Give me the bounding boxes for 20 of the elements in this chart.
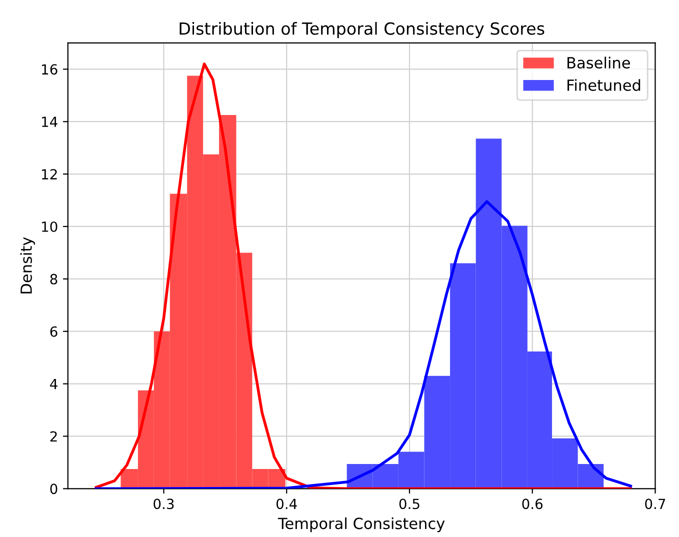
y-tick-label: 2 xyxy=(50,431,57,442)
x-tick-label: 0.6 xyxy=(522,498,543,510)
y-tick-label: 12 xyxy=(42,169,57,180)
line-series xyxy=(94,200,632,489)
x-tick-label: 0.3 xyxy=(154,498,174,510)
y-tick-label: 6 xyxy=(50,326,58,337)
x-tick-label: 0.7 xyxy=(645,498,666,510)
y-tick-label: 4 xyxy=(50,378,58,390)
y-tick-label: 0 xyxy=(50,484,58,494)
y-axis-title: Density xyxy=(20,237,35,294)
legend-label: Baseline xyxy=(568,56,630,69)
x-axis-title: Temporal Consistency xyxy=(278,517,445,532)
y-tick-label: 8 xyxy=(50,274,58,284)
y-tick-label: 14 xyxy=(42,116,58,127)
y-tick-label: 16 xyxy=(42,64,58,75)
chart-title: Distribution of Temporal Consistency Scores xyxy=(180,22,544,38)
legend-label: Finetuned xyxy=(568,79,640,91)
y-tick-label: 10 xyxy=(42,221,58,232)
x-tick-label: 0.5 xyxy=(399,498,420,510)
x-tick-label: 0.4 xyxy=(276,498,297,510)
